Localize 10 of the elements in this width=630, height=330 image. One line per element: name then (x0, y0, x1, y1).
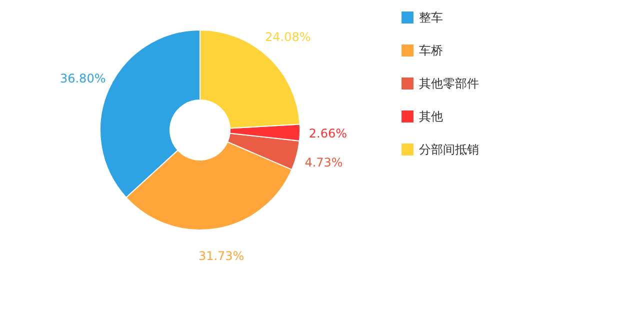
data-label: 2.66% (308, 126, 348, 140)
legend-label: 其他零部件 (419, 76, 479, 90)
data-label: 36.80% (60, 71, 106, 86)
legend-label: 整车 (419, 10, 443, 24)
legend-label: 其他 (419, 110, 443, 124)
data-label: 31.73% (198, 249, 244, 264)
legend-label: 分部间抵销 (419, 142, 479, 156)
data-label: 4.73% (304, 156, 343, 170)
legend-label: 车桥 (419, 44, 443, 58)
data-label: 24.08% (264, 30, 311, 44)
